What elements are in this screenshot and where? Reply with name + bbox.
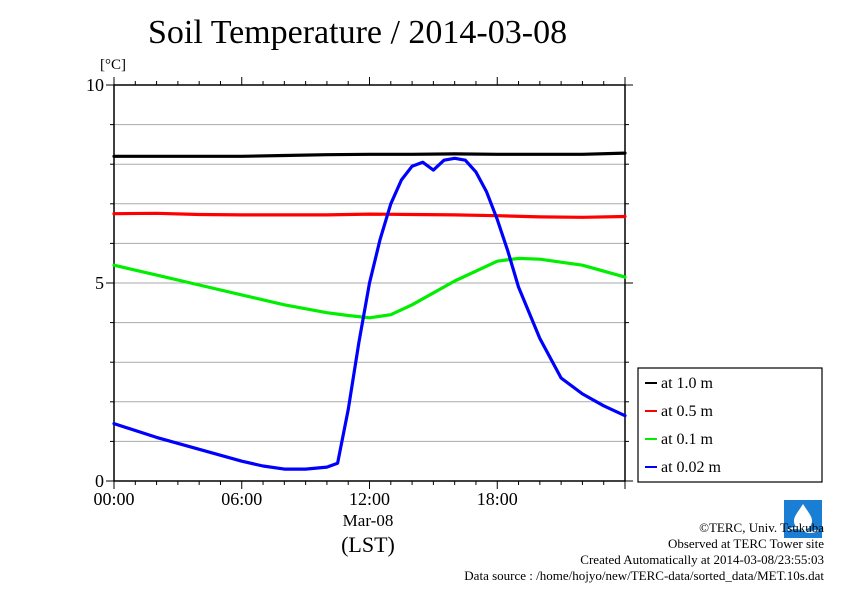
y-tick-label: 0 [95,471,104,491]
series-lines [112,151,627,471]
copyright-text: ©TERC, Univ. Tsukuba [699,520,824,535]
x-tick-label: 00:00 [93,489,134,509]
credits: ©TERC, Univ. Tsukuba Observed at TERC To… [464,520,824,584]
source-text: Data source : /home/hojyo/new/TERC-data/… [464,568,824,583]
legend-label: at 0.5 m [661,403,714,420]
legend-box [637,367,823,483]
x-tick-label: 18:00 [477,489,518,509]
created-text: Created Automatically at 2014-03-08/23:5… [580,552,824,567]
series-line [112,151,627,158]
series-line [112,211,627,219]
legend: at 1.0 m at 0.5 m at 0.1 m at 0.02 m [637,367,823,483]
y-tick-label: 10 [86,75,104,95]
series-line [112,156,627,471]
x-tick-label: 12:00 [349,489,390,509]
y-axis-unit: [°C] [100,57,126,73]
x-axis-label: (LST) [341,532,395,557]
date-label: Mar-08 [343,511,394,530]
y-tick-label: 5 [95,273,104,293]
grid-lines [114,124,625,442]
chart-title: Soil Temperature / 2014-03-08 [148,14,568,51]
terc-logo [784,500,822,538]
legend-label: at 0.02 m [661,459,722,476]
x-axis-ticks: 00:00 06:00 12:00 18:00 [93,77,626,509]
series-line [112,256,627,320]
legend-label: at 0.1 m [661,431,714,448]
x-tick-label: 06:00 [221,489,262,509]
legend-label: at 1.0 m [661,375,714,392]
site-text: Observed at TERC Tower site [667,536,824,551]
y-axis-ticks: 0 5 10 [86,75,633,491]
